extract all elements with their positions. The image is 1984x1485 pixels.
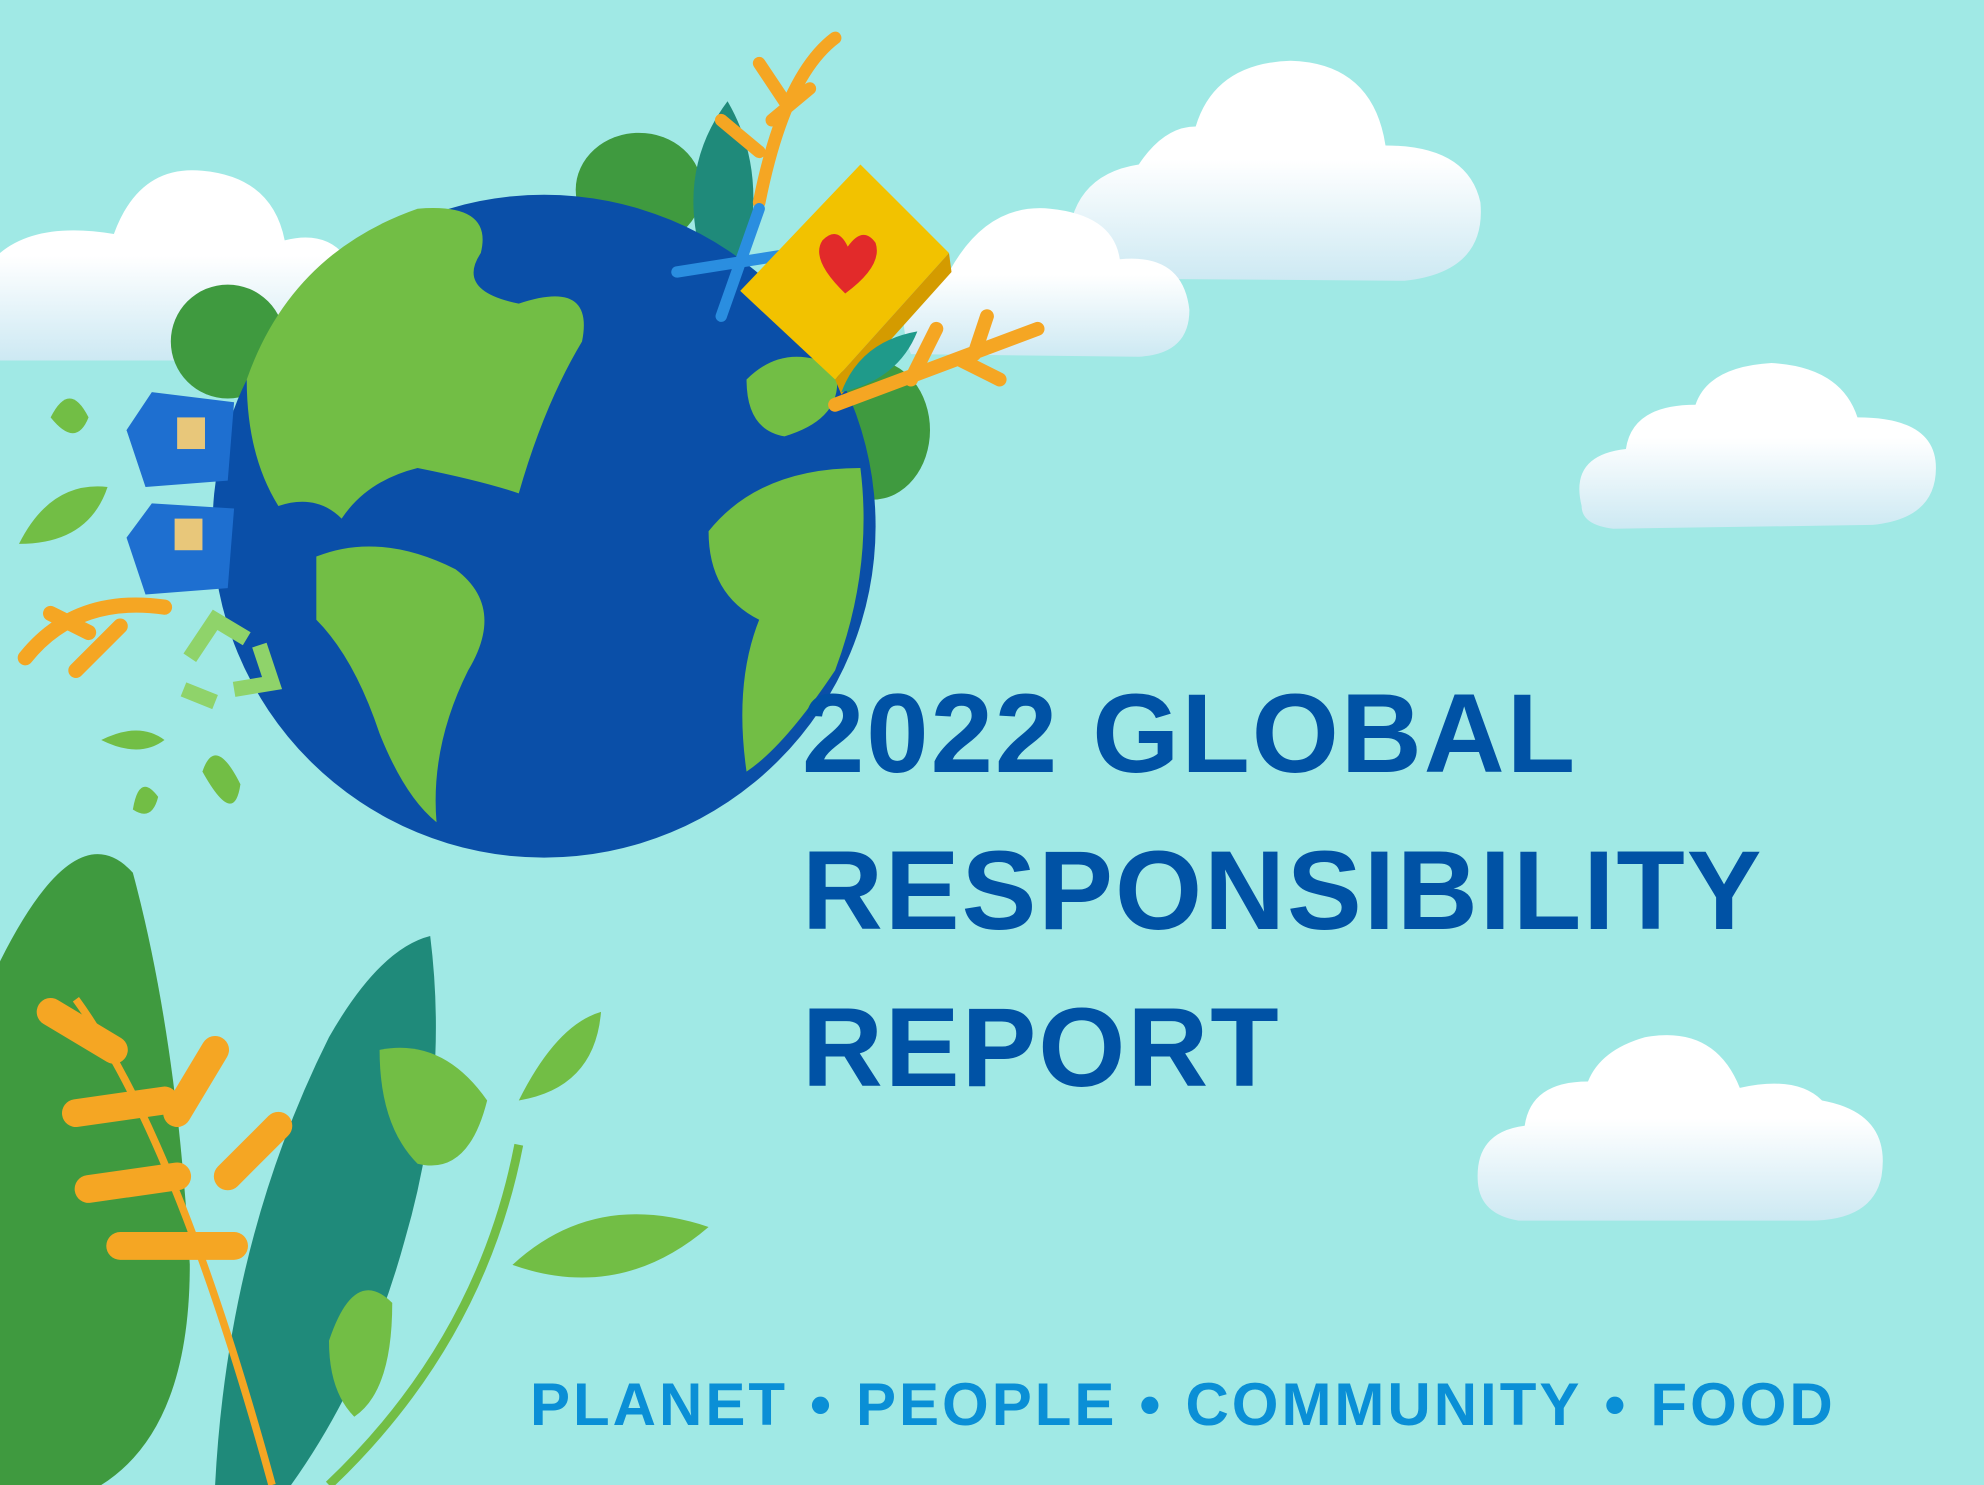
house-icon (126, 503, 235, 595)
cloud-icon (903, 60, 1481, 357)
title-line-2: RESPONSIBILITY (802, 828, 1764, 953)
tagline-people: PEOPLE (856, 1371, 1118, 1438)
house-icon (126, 392, 235, 487)
cloud-icon (1477, 1035, 1883, 1221)
separator-dot: • (1604, 1371, 1629, 1438)
separator-dot: • (810, 1371, 835, 1438)
report-title: 2022 GLOBAL RESPONSIBILITY REPORT (802, 655, 1763, 1126)
recycle-icon (180, 609, 283, 710)
cloud-icon (1579, 363, 1936, 529)
separator-dot: • (1139, 1371, 1164, 1438)
tagline-food: FOOD (1650, 1371, 1836, 1438)
tagline-community: COMMUNITY (1185, 1371, 1583, 1438)
tagline-planet: PLANET (530, 1371, 788, 1438)
title-line-3: REPORT (802, 985, 1281, 1110)
leaf-icon (17, 398, 241, 814)
tagline: PLANET • PEOPLE • COMMUNITY • FOOD (530, 1370, 1836, 1439)
leaf-icon (0, 854, 709, 1485)
globe-icon (212, 194, 876, 858)
title-line-1: 2022 GLOBAL (802, 671, 1578, 796)
leaf-icon (828, 309, 1045, 412)
